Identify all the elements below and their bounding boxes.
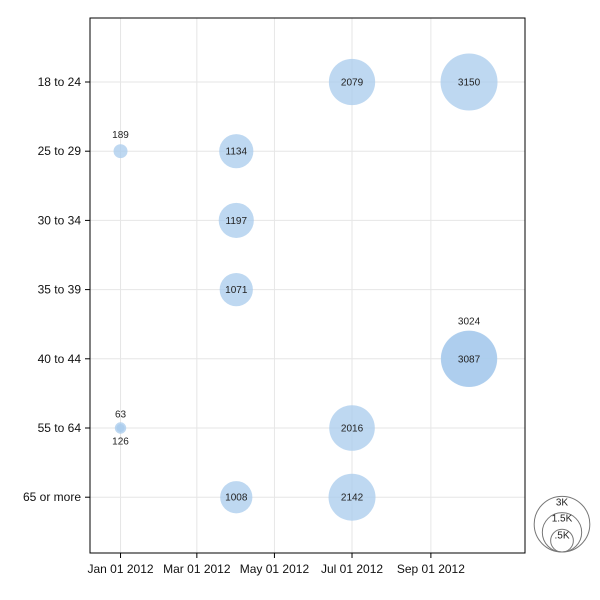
y-tick-label: 40 to 44: [38, 352, 82, 366]
bubble-value-label: 2079: [341, 78, 364, 89]
bubble-point: [328, 58, 376, 106]
bubble-point: [116, 423, 125, 433]
bubbles: [113, 53, 498, 521]
bubble-value-label: 126: [112, 437, 129, 448]
bubble-point: [219, 134, 254, 169]
x-tick-label: May 01 2012: [240, 562, 310, 576]
y-axis-ticks: 18 to 24 25 to 29 30 to 34 35 to 39 40 to 44…: [23, 75, 90, 504]
bubble-value-label: 1008: [225, 493, 248, 504]
bubble-value-label: 2016: [341, 424, 364, 435]
bubble-value-label: 3024: [458, 317, 481, 328]
x-tick-label: Jul 01 2012: [321, 562, 383, 576]
bubble-labels: 189 1134 1197 1071 1008 2079 2016 2142 3150 3087 3…: [112, 78, 480, 504]
bubble-point: [113, 144, 128, 159]
bubble-point: [441, 330, 497, 387]
legend-size-label: 1.5K: [552, 514, 573, 525]
y-tick-label: 18 to 24: [38, 75, 82, 89]
plot-frame: [89, 17, 526, 554]
y-tick-label: 30 to 34: [38, 213, 82, 227]
y-tick-label: 25 to 29: [38, 144, 82, 158]
legend-size-circle: [550, 528, 574, 553]
bubble-value-label: 1071: [225, 285, 248, 296]
bubble-point: [440, 53, 498, 111]
y-tick-label: 65 or more: [23, 490, 81, 504]
bubble-value-label: 1134: [226, 147, 248, 158]
x-axis-ticks: Jan 01 2012 Mar 01 2012 May 01 2012 Jul 01 …: [87, 553, 465, 576]
bubble-value-label: 1197: [226, 216, 248, 227]
legend-size-label: .5K: [554, 530, 569, 541]
bubble-point: [219, 272, 253, 307]
bubble-value-label: 3150: [458, 78, 481, 89]
bubble-point: [218, 202, 254, 238]
x-tick-label: Sep 01 2012: [397, 562, 465, 576]
bubble-value-label: 189: [112, 130, 129, 141]
x-tick-label: Mar 01 2012: [163, 562, 231, 576]
x-tick-label: Jan 01 2012: [87, 562, 153, 576]
bubble-value-label: 2142: [341, 493, 364, 504]
size-legend: 3K 1.5K .5K: [533, 495, 591, 553]
bubble-value-label: 63: [115, 409, 127, 420]
bubble-point: [220, 481, 253, 514]
bubble-point: [328, 473, 376, 521]
y-tick-label: 55 to 64: [38, 421, 82, 435]
bubble-point: [329, 405, 375, 451]
bubble-value-label: 3087: [458, 354, 481, 365]
legend-size-label: 3K: [556, 497, 569, 508]
y-tick-label: 35 to 39: [38, 283, 82, 297]
